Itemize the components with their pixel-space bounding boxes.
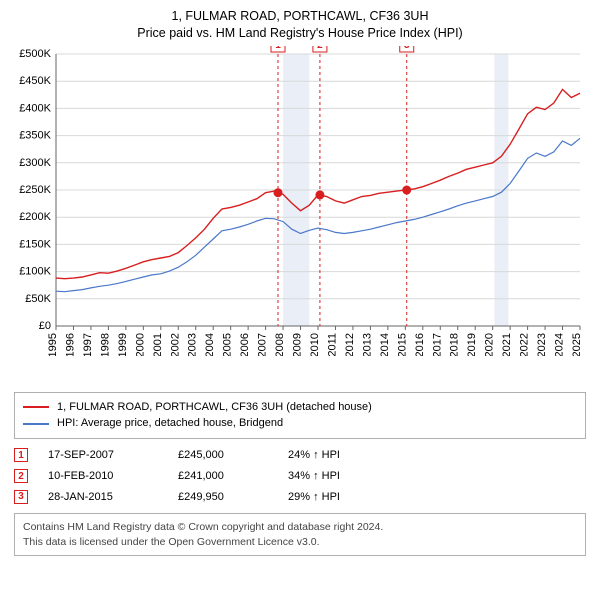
sale-marker-number: 2 bbox=[317, 46, 323, 51]
x-tick-label: 2017 bbox=[431, 333, 443, 356]
x-tick-label: 2011 bbox=[326, 333, 338, 356]
x-tick-label: 1999 bbox=[117, 333, 129, 356]
attribution-line-1: Contains HM Land Registry data © Crown c… bbox=[23, 520, 577, 534]
sale-marker-box: 1 bbox=[14, 448, 28, 462]
title-line-1: 1, FULMAR ROAD, PORTHCAWL, CF36 3UH bbox=[14, 8, 586, 25]
x-tick-label: 2025 bbox=[571, 333, 583, 356]
y-tick-label: £300K bbox=[19, 157, 51, 169]
x-tick-label: 2019 bbox=[466, 333, 478, 356]
x-tick-label: 2004 bbox=[204, 333, 216, 356]
x-tick-label: 2003 bbox=[187, 333, 199, 356]
sale-marker-number: 1 bbox=[275, 46, 281, 51]
sale-price: £241,000 bbox=[178, 466, 268, 487]
legend-row: 1, FULMAR ROAD, PORTHCAWL, CF36 3UH (det… bbox=[23, 399, 577, 416]
y-tick-label: £250K bbox=[19, 184, 51, 196]
x-tick-label: 1995 bbox=[47, 333, 59, 356]
legend-row: HPI: Average price, detached house, Brid… bbox=[23, 415, 577, 432]
x-tick-label: 1996 bbox=[64, 333, 76, 356]
sale-price: £249,950 bbox=[178, 487, 268, 508]
x-tick-label: 2000 bbox=[134, 333, 146, 356]
x-tick-label: 2016 bbox=[414, 333, 426, 356]
sale-dot bbox=[402, 185, 411, 194]
sale-diff: 24% ↑ HPI bbox=[288, 445, 340, 466]
x-tick-label: 2013 bbox=[361, 333, 373, 356]
sale-date: 10-FEB-2010 bbox=[48, 466, 158, 487]
x-tick-label: 2015 bbox=[396, 333, 408, 356]
y-tick-label: £350K bbox=[19, 129, 51, 141]
legend-swatch bbox=[23, 406, 49, 408]
x-tick-label: 2014 bbox=[379, 333, 391, 356]
x-tick-label: 2008 bbox=[274, 333, 286, 356]
sale-row: 2 10-FEB-2010 £241,000 34% ↑ HPI bbox=[14, 466, 586, 487]
chart-area: £0 £50K £100K £150K £200K £250K £300K £350K £400… bbox=[14, 46, 586, 356]
y-tick-label: £200K bbox=[19, 211, 51, 223]
sale-date: 28-JAN-2015 bbox=[48, 487, 158, 508]
sale-row: 3 28-JAN-2015 £249,950 29% ↑ HPI bbox=[14, 487, 586, 508]
attribution-line-2: This data is licensed under the Open Gov… bbox=[23, 535, 577, 549]
y-tick-label: £50K bbox=[25, 293, 51, 305]
legend-label: 1, FULMAR ROAD, PORTHCAWL, CF36 3UH (det… bbox=[57, 399, 372, 416]
title-line-2: Price paid vs. HM Land Registry's House … bbox=[14, 25, 586, 42]
sale-dot bbox=[315, 190, 324, 199]
x-tick-label: 2021 bbox=[501, 333, 513, 356]
x-tick-label: 2009 bbox=[292, 333, 304, 356]
x-tick-label: 2012 bbox=[344, 333, 356, 356]
legend-label: HPI: Average price, detached house, Brid… bbox=[57, 415, 283, 432]
sale-date: 17-SEP-2007 bbox=[48, 445, 158, 466]
sale-price: £245,000 bbox=[178, 445, 268, 466]
y-tick-label: £450K bbox=[19, 75, 51, 87]
x-tick-label: 2023 bbox=[536, 333, 548, 356]
x-tick-label: 2007 bbox=[257, 333, 269, 356]
sale-marker-number: 3 bbox=[404, 46, 410, 51]
sales-table: 1 17-SEP-2007 £245,000 24% ↑ HPI 2 10-FEB-201… bbox=[14, 445, 586, 508]
x-tick-label: 2022 bbox=[519, 333, 531, 356]
y-tick-label: £100K bbox=[19, 265, 51, 277]
sale-row: 1 17-SEP-2007 £245,000 24% ↑ HPI bbox=[14, 445, 586, 466]
chart-titles: 1, FULMAR ROAD, PORTHCAWL, CF36 3UH Pric… bbox=[14, 8, 586, 42]
x-tick-label: 2002 bbox=[169, 333, 181, 356]
x-tick-label: 2005 bbox=[222, 333, 234, 356]
y-tick-label: £400K bbox=[19, 102, 51, 114]
x-tick-label: 1998 bbox=[99, 333, 111, 356]
x-tick-label: 2001 bbox=[152, 333, 164, 356]
legend: 1, FULMAR ROAD, PORTHCAWL, CF36 3UH (det… bbox=[14, 392, 586, 439]
sale-diff: 29% ↑ HPI bbox=[288, 487, 340, 508]
x-tick-label: 2020 bbox=[484, 333, 496, 356]
sale-diff: 34% ↑ HPI bbox=[288, 466, 340, 487]
x-tick-label: 1997 bbox=[82, 333, 94, 356]
y-tick-label: £500K bbox=[19, 48, 51, 60]
sale-dot bbox=[274, 188, 283, 197]
attribution: Contains HM Land Registry data © Crown c… bbox=[14, 513, 586, 555]
y-tick-label: £0 bbox=[39, 320, 51, 332]
legend-swatch bbox=[23, 423, 49, 425]
sale-marker-box: 3 bbox=[14, 490, 28, 504]
x-tick-label: 2018 bbox=[449, 333, 461, 356]
y-tick-label: £150K bbox=[19, 238, 51, 250]
x-tick-label: 2010 bbox=[309, 333, 321, 356]
sale-marker-box: 2 bbox=[14, 469, 28, 483]
x-tick-label: 2006 bbox=[239, 333, 251, 356]
x-tick-label: 2024 bbox=[554, 333, 566, 356]
price-chart: £0 £50K £100K £150K £200K £250K £300K £350K £400… bbox=[14, 46, 586, 356]
